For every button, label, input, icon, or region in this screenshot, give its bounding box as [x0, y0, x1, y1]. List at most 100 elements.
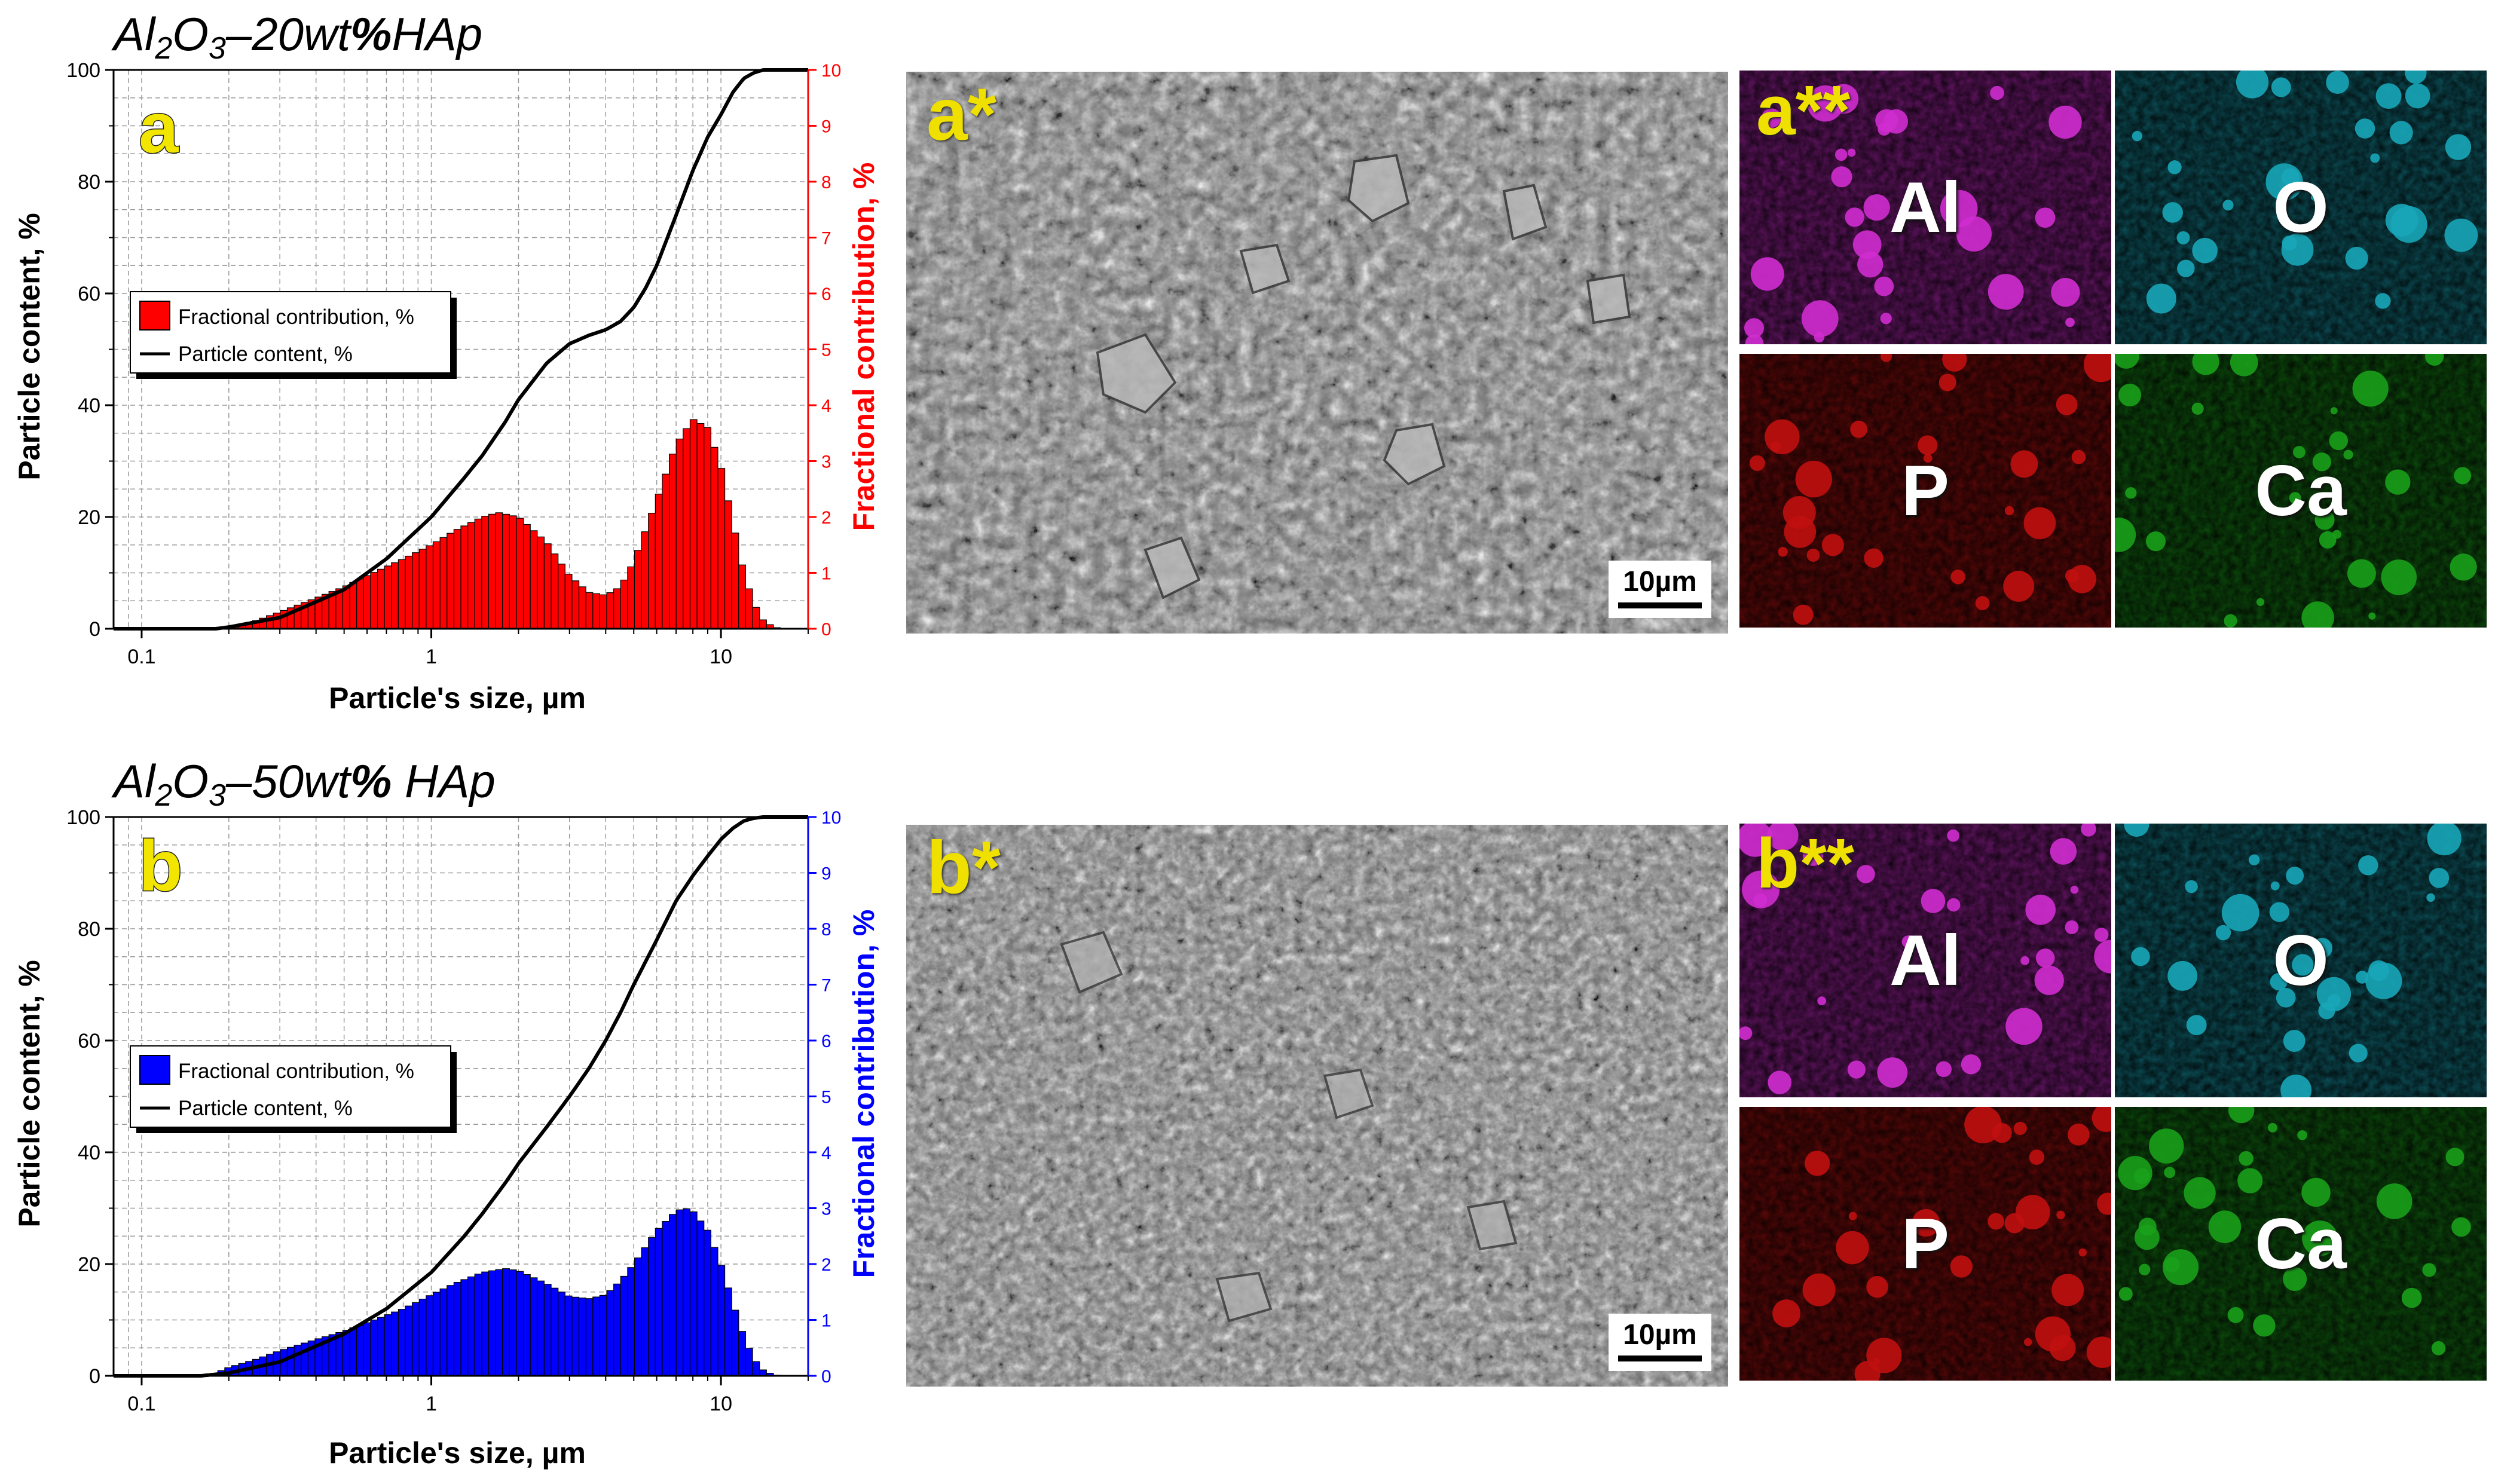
eds-blob	[1880, 313, 1892, 325]
eds-blob	[2139, 1263, 2151, 1275]
chart-a-panel-letter: a	[139, 88, 179, 168]
bar	[495, 1269, 503, 1376]
eds-blob	[2078, 1248, 2087, 1257]
eds-map-b-al: b** Al	[1739, 824, 2111, 1097]
eds-blob	[2070, 885, 2079, 894]
bar	[599, 1295, 607, 1376]
bar	[481, 516, 490, 629]
y-tick-label-right: 7	[821, 229, 831, 249]
eds-blob	[1821, 534, 1844, 556]
eds-blob	[2343, 449, 2353, 460]
eds-blob	[1877, 1057, 1908, 1088]
eds-blob	[2134, 1225, 2160, 1250]
eds-blob	[1857, 865, 1875, 883]
chart-a-ylabel-right: Fractional contribution, %	[847, 163, 880, 531]
bar	[293, 1345, 302, 1376]
bar	[342, 585, 350, 629]
chart-b-ticks: 0 20 40 60 80 100 0 1 2 3 4 5 6 7 8 9 10 0.1 1 10	[66, 806, 841, 1415]
chart-b-ylabel-left: Particle content, %	[13, 960, 46, 1227]
eds-blob	[2390, 206, 2427, 243]
eds-map-b-ca: Ca	[2115, 1107, 2487, 1381]
bar	[745, 588, 753, 629]
eds-blob	[2311, 938, 2332, 959]
eds-blob	[2081, 824, 2096, 837]
eds-blob	[1847, 148, 1856, 157]
bar	[613, 1283, 621, 1376]
y-tick-label-right: 1	[821, 564, 831, 584]
bar	[724, 500, 732, 629]
eds-map-texture	[2115, 1107, 2487, 1381]
eds-blob	[1750, 257, 1784, 291]
eds-blob	[1950, 1255, 1973, 1278]
eds-blob	[2164, 1167, 2176, 1179]
eds-blob	[1921, 889, 1946, 913]
eds-blob	[2010, 450, 2038, 478]
y-tick-label-left: 80	[78, 171, 100, 194]
eds-blob	[2283, 1030, 2306, 1052]
bar	[460, 525, 469, 629]
bar	[384, 565, 392, 629]
eds-blob	[2355, 118, 2375, 139]
bar	[655, 494, 663, 629]
eds-blob	[2427, 824, 2462, 856]
bar	[418, 549, 427, 629]
eds-blob	[2368, 612, 2376, 620]
eds-blob	[2056, 393, 2078, 415]
bar	[522, 524, 531, 629]
eds-map-texture	[1739, 71, 2111, 344]
bar	[530, 530, 538, 629]
eds-blob	[2023, 507, 2056, 540]
eds-blob	[2368, 960, 2389, 981]
bar	[648, 1237, 656, 1376]
bar	[738, 1331, 747, 1376]
sem-image-b: b* 10µm	[906, 825, 1728, 1387]
eds-blob	[2352, 371, 2389, 407]
eds-blob	[2248, 854, 2260, 866]
bar	[599, 594, 607, 629]
bar	[356, 1324, 364, 1376]
bar	[571, 1296, 580, 1376]
y-tick-label-left: 20	[78, 1253, 100, 1276]
y-tick-label-right: 10	[821, 808, 841, 828]
eds-blob	[2356, 971, 2369, 984]
eds-blob	[2445, 1148, 2465, 1167]
eds-blob	[1847, 1060, 1866, 1079]
eds-blob	[2326, 71, 2349, 94]
chart-a-bars	[231, 419, 781, 629]
eds-blob	[2023, 1338, 2032, 1347]
bar	[335, 588, 344, 629]
y-tick-label-left: 20	[78, 506, 100, 529]
eds-blob	[1854, 1361, 1881, 1381]
eds-blob	[1938, 374, 1956, 391]
bar	[717, 1265, 726, 1376]
eds-blob	[2035, 948, 2055, 968]
eds-blob	[2269, 902, 2289, 922]
eds-blob	[1992, 1123, 2012, 1143]
eds-blob	[2115, 354, 2139, 369]
bar	[696, 423, 705, 629]
eds-blob	[1770, 441, 1781, 452]
y-tick-label-right: 5	[821, 1088, 831, 1107]
bar	[502, 1268, 510, 1376]
bar	[606, 1290, 614, 1376]
scale-bar-text-a: 10µm	[1623, 566, 1697, 598]
chart-b-line-layer	[114, 815, 808, 1378]
bar	[585, 1298, 594, 1376]
eds-map-a-p: P	[1739, 354, 2111, 628]
bar	[460, 1279, 469, 1376]
eds-blob	[1975, 596, 1990, 611]
eds-blob	[2319, 531, 2337, 549]
eds-blob	[2237, 1168, 2263, 1194]
y-tick-label-right: 7	[821, 976, 831, 996]
eds-blob	[1817, 996, 1827, 1005]
bar	[426, 1295, 434, 1376]
eds-blob	[2444, 218, 2478, 252]
eds-blob	[1912, 1208, 1940, 1237]
bar	[439, 1288, 448, 1376]
bar	[426, 545, 434, 629]
eds-blob	[1836, 1231, 1869, 1265]
eds-blob	[2124, 824, 2150, 837]
bar	[627, 566, 635, 629]
bar	[752, 1361, 760, 1376]
eds-blob	[2227, 1306, 2244, 1323]
